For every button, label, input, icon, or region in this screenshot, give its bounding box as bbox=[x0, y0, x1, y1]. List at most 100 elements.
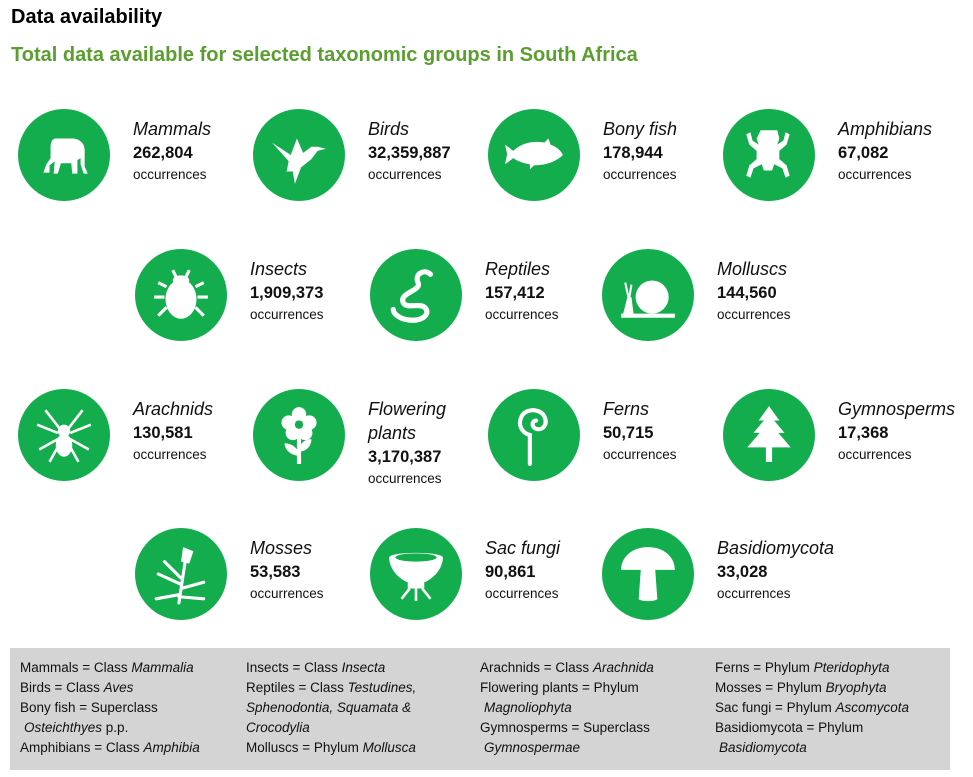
group-count: 130,581 bbox=[133, 424, 193, 442]
legend-text: Gymnosperms = Superclass bbox=[480, 720, 650, 735]
fish-icon bbox=[488, 109, 580, 201]
legend-text: Flowering plants = Phylum bbox=[480, 680, 639, 695]
group-count: 32,359,887 bbox=[368, 144, 451, 162]
group-unit: occurrences bbox=[838, 447, 912, 462]
group-name: Sac fungi bbox=[485, 538, 561, 558]
moss-icon bbox=[135, 528, 227, 620]
group-count: 144,560 bbox=[717, 284, 777, 302]
group-bony-fish: Bony fish 178,944 occurrences bbox=[488, 109, 724, 209]
group-unit: occurrences bbox=[485, 586, 559, 601]
mushroom-icon bbox=[602, 528, 694, 620]
beetle-icon bbox=[135, 249, 227, 341]
group-unit: occurrences bbox=[603, 447, 677, 462]
group-unit: occurrences bbox=[717, 307, 791, 322]
snake-icon bbox=[370, 249, 462, 341]
legend-text: Reptiles = Class bbox=[246, 680, 348, 695]
legend-taxon: Ascomycota bbox=[835, 700, 909, 715]
legend-taxon: Testudines, bbox=[347, 680, 417, 695]
group-name: Flowering plants bbox=[368, 399, 447, 443]
group-arachnids: Arachnids 130,581 occurrences bbox=[18, 389, 254, 489]
snail-icon bbox=[602, 249, 694, 341]
group-name: Basidiomycota bbox=[717, 538, 835, 558]
legend-text: p.p. bbox=[102, 720, 129, 735]
legend-taxon: Osteichthyes bbox=[24, 720, 103, 735]
legend-text: Arachnids = Class bbox=[480, 660, 593, 675]
group-amphibians: Amphibians 67,082 occurrences bbox=[723, 109, 959, 209]
legend-taxon: Pteridophyta bbox=[813, 660, 890, 675]
group-name: Ferns bbox=[603, 399, 650, 419]
elephant-icon bbox=[18, 109, 110, 201]
group-unit: occurrences bbox=[250, 586, 324, 601]
legend-text: Ferns = Phylum bbox=[715, 660, 814, 675]
group-unit: occurrences bbox=[717, 586, 791, 601]
legend-text: Basidiomycota = Phylum bbox=[715, 720, 864, 735]
group-name: Arachnids bbox=[133, 399, 214, 419]
legend-taxon: Sphenodontia, Squamata & bbox=[246, 700, 412, 715]
page-title: Data availability bbox=[11, 6, 163, 28]
legend-text: Mammals = Class bbox=[20, 660, 132, 675]
legend-text: Birds = Class bbox=[20, 680, 104, 695]
group-name: Gymnosperms bbox=[838, 399, 956, 419]
legend-taxon: Crocodylia bbox=[246, 720, 310, 735]
hummingbird-icon bbox=[253, 109, 345, 201]
group-unit: occurrences bbox=[133, 167, 207, 182]
group-count: 178,944 bbox=[603, 144, 663, 162]
group-count: 17,368 bbox=[838, 424, 889, 442]
group-flowering-plants: Flowering plants 3,170,387 occurrences bbox=[253, 389, 489, 489]
group-count: 90,861 bbox=[485, 563, 536, 581]
group-count: 157,412 bbox=[485, 284, 545, 302]
group-name: Insects bbox=[250, 259, 308, 279]
taxonomy-legend: Mammals = Class Mammalia Birds = Class A… bbox=[10, 648, 950, 770]
group-name: Mammals bbox=[133, 119, 212, 139]
group-ferns: Ferns 50,715 occurrences bbox=[488, 389, 724, 489]
group-name: Reptiles bbox=[485, 259, 551, 279]
group-name: Birds bbox=[368, 119, 410, 139]
group-count: 50,715 bbox=[603, 424, 654, 442]
group-mammals: Mammals 262,804 occurrences bbox=[18, 109, 254, 209]
group-reptiles: Reptiles 157,412 occurrences bbox=[370, 249, 606, 349]
group-count: 1,909,373 bbox=[250, 284, 324, 302]
group-unit: occurrences bbox=[368, 471, 442, 486]
legend-taxon: Mammalia bbox=[131, 660, 194, 675]
page-subtitle: Total data available for selected taxono… bbox=[11, 44, 638, 66]
group-insects: Insects 1,909,373 occurrences bbox=[135, 249, 371, 349]
group-birds: Birds 32,359,887 occurrences bbox=[253, 109, 489, 209]
group-count: 3,170,387 bbox=[368, 448, 442, 466]
legend-taxon: Bryophyta bbox=[825, 680, 887, 695]
group-unit: occurrences bbox=[485, 307, 559, 322]
group-count: 262,804 bbox=[133, 144, 193, 162]
legend-text: Bony fish = Superclass bbox=[20, 700, 158, 715]
group-unit: occurrences bbox=[368, 167, 442, 182]
group-molluscs: Molluscs 144,560 occurrences bbox=[602, 249, 838, 349]
group-count: 67,082 bbox=[838, 144, 889, 162]
conifer-icon bbox=[723, 389, 815, 481]
legend-text: Insects = Class bbox=[246, 660, 342, 675]
group-count: 53,583 bbox=[250, 563, 301, 581]
legend-column-4: Ferns = Phylum Pteridophyta Mosses = Phy… bbox=[715, 658, 909, 758]
legend-text: Sac fungi = Phylum bbox=[715, 700, 836, 715]
group-name: Molluscs bbox=[717, 259, 788, 279]
group-unit: occurrences bbox=[838, 167, 912, 182]
legend-taxon: Gymnospermae bbox=[484, 740, 581, 755]
fern-icon bbox=[488, 389, 580, 481]
legend-text: Amphibians = Class bbox=[20, 740, 144, 755]
group-unit: occurrences bbox=[133, 447, 207, 462]
legend-taxon: Aves bbox=[103, 680, 134, 695]
legend-taxon: Amphibia bbox=[143, 740, 200, 755]
legend-taxon: Basidiomycota bbox=[719, 740, 807, 755]
legend-text: Mosses = Phylum bbox=[715, 680, 826, 695]
flower-icon bbox=[253, 389, 345, 481]
spider-icon bbox=[18, 389, 110, 481]
group-mosses: Mosses 53,583 occurrences bbox=[135, 528, 371, 628]
legend-taxon: Insecta bbox=[341, 660, 386, 675]
legend-taxon: Arachnida bbox=[592, 660, 654, 675]
legend-taxon: Mollusca bbox=[362, 740, 416, 755]
group-name: Amphibians bbox=[838, 119, 933, 139]
frog-icon bbox=[723, 109, 815, 201]
cup-fungus-icon bbox=[370, 528, 462, 620]
group-count: 33,028 bbox=[717, 563, 768, 581]
group-name: Bony fish bbox=[603, 119, 678, 139]
group-unit: occurrences bbox=[603, 167, 677, 182]
group-unit: occurrences bbox=[250, 307, 324, 322]
